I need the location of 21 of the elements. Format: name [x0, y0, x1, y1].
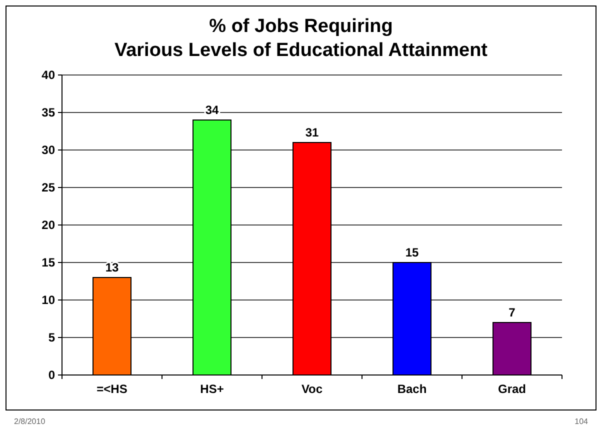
- y-tick-label: 10: [42, 293, 56, 307]
- x-tick-label: HS+: [200, 382, 224, 396]
- x-tick-label: Voc: [301, 382, 323, 396]
- text: 2/8/2010: [14, 417, 46, 426]
- y-tick-label: 5: [48, 330, 56, 344]
- data-label: 31: [305, 126, 319, 140]
- y-tick-label: 20: [42, 218, 56, 232]
- y-tick-label: 40: [42, 68, 56, 82]
- y-tick-label: 25: [42, 180, 56, 194]
- y-tick-label: 0: [48, 368, 56, 382]
- data-label: 13: [105, 260, 119, 274]
- y-tick-label: 30: [42, 143, 56, 157]
- x-tick-label: =<HS: [96, 382, 128, 396]
- y-tick-label: 35: [42, 106, 56, 120]
- text: 104: [574, 417, 589, 426]
- data-label: 7: [508, 306, 516, 320]
- chart-title: % of Jobs Requiring Various Levels of Educational Attainment: [114, 16, 488, 61]
- x-tick-label: Bach: [397, 382, 427, 396]
- data-label: 15: [405, 246, 419, 260]
- y-tick-label: 15: [42, 256, 56, 270]
- x-tick-label: Grad: [498, 382, 526, 396]
